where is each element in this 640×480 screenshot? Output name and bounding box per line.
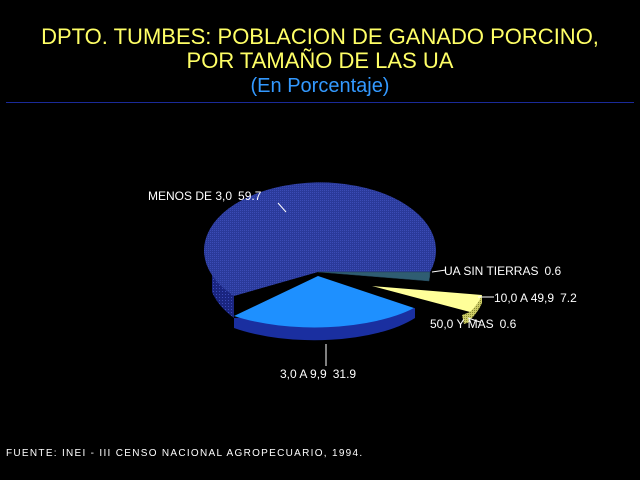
leader-ua-sin-tierras xyxy=(431,269,447,273)
chart-title-line1: DPTO. TUMBES: POBLACION DE GANADO PORCIN… xyxy=(41,24,599,49)
slice-menos-de-3-top xyxy=(204,182,437,296)
slice-50-y-mas-side xyxy=(462,312,470,324)
slice-10-a-49-side xyxy=(470,295,482,320)
label-10-a-49: 10,0 A 49,9 7.2 xyxy=(494,291,577,305)
slice-ua-sin-tierras xyxy=(317,271,431,282)
leader-menos-de-3 xyxy=(277,202,287,213)
label-menos-de-3: MENOS DE 3,0 59.7 xyxy=(148,189,262,203)
chart-title-line2: POR TAMAÑO DE LAS UA xyxy=(186,48,454,73)
label-50-y-mas: 50,0 Y MAS 0.6 xyxy=(430,317,517,331)
title-divider xyxy=(6,102,634,103)
slice-10-a-49 xyxy=(372,286,482,312)
chart-subtitle: (En Porcentaje) xyxy=(250,75,390,97)
leader-50-y-mas xyxy=(467,317,481,323)
label-ua-sin-tierras: UA SIN TIERRAS 0.6 xyxy=(444,264,561,278)
label-3-a-9: 3,0 A 9,9 31.9 xyxy=(280,367,356,381)
source-note: FUENTE: INEI - III CENSO NACIONAL AGROPE… xyxy=(6,448,364,459)
slice-3-a-9 xyxy=(234,276,414,328)
